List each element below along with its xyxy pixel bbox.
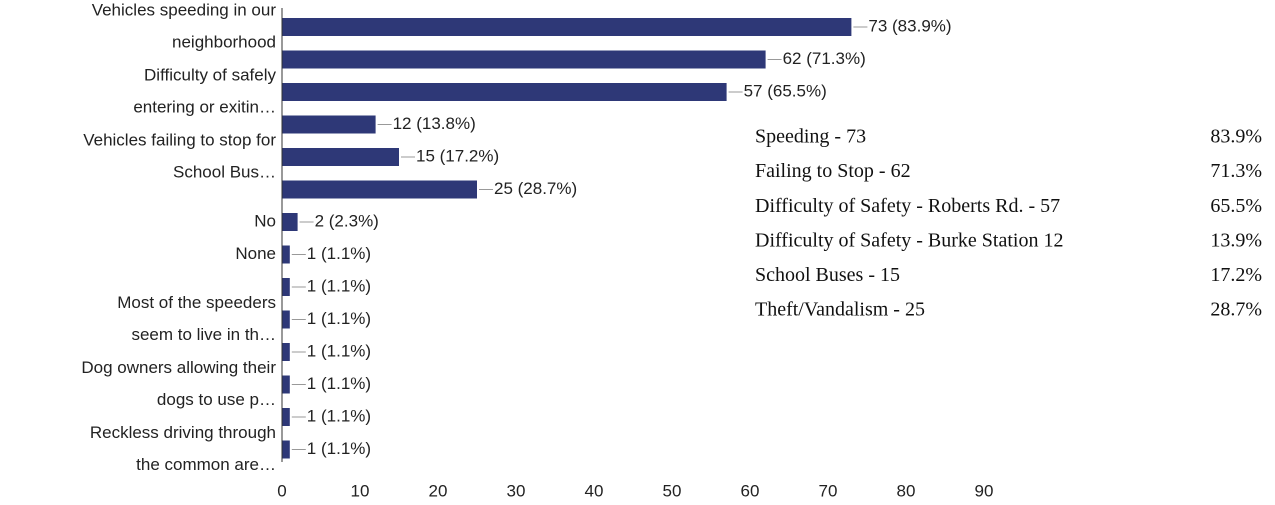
- summary-label: Speeding - 73: [755, 126, 866, 148]
- value-label: 1 (1.1%): [307, 276, 371, 295]
- y-tick-label: Reckless driving through: [90, 423, 276, 442]
- value-label: 25 (28.7%): [494, 179, 577, 198]
- value-label: 62 (71.3%): [783, 49, 866, 68]
- x-tick-label: 20: [429, 481, 448, 500]
- value-label: 12 (13.8%): [393, 114, 476, 133]
- y-tick-label: the common are…: [136, 455, 276, 474]
- value-label: 57 (65.5%): [744, 81, 827, 100]
- x-tick-label: 60: [741, 481, 760, 500]
- value-label: 73 (83.9%): [868, 16, 951, 35]
- summary-percent: 83.9%: [1210, 126, 1262, 148]
- bar: [282, 343, 290, 361]
- bar: [282, 213, 298, 231]
- bar: [282, 18, 852, 36]
- summary-label: School Buses - 15: [755, 264, 900, 286]
- y-tick-label: School Bus…: [173, 162, 276, 181]
- y-tick-label: neighborhood: [172, 32, 276, 51]
- summary-percent: 65.5%: [1210, 195, 1262, 217]
- value-label: 1 (1.1%): [307, 341, 371, 360]
- x-tick-label: 80: [897, 481, 916, 500]
- value-label: 2 (2.3%): [315, 211, 379, 230]
- x-tick-label: 40: [585, 481, 604, 500]
- y-tick-label: Difficulty of safely: [144, 65, 276, 84]
- value-label: 1 (1.1%): [307, 244, 371, 263]
- summary-label: Theft/Vandalism - 25: [755, 299, 925, 321]
- summary-percent: 28.7%: [1210, 299, 1262, 321]
- value-label: 1 (1.1%): [307, 439, 371, 458]
- bar: [282, 440, 290, 459]
- y-tick-label: Dog owners allowing their: [81, 358, 276, 377]
- y-tick-label: entering or exitin…: [133, 97, 276, 116]
- summary-percent: 71.3%: [1210, 160, 1262, 182]
- bar: [282, 115, 376, 134]
- x-tick-label: 70: [819, 481, 838, 500]
- summary-percent: 13.9%: [1210, 229, 1262, 251]
- bar: [282, 148, 399, 166]
- value-label: 1 (1.1%): [307, 309, 371, 328]
- summary-label: Failing to Stop - 62: [755, 160, 911, 182]
- y-tick-label: No: [254, 211, 276, 230]
- y-tick-label: None: [235, 244, 276, 263]
- bar: [282, 50, 766, 69]
- summary-label: Difficulty of Safety - Roberts Rd. - 57: [755, 195, 1060, 217]
- bar: [282, 83, 727, 101]
- y-tick-label: Most of the speeders: [117, 293, 276, 312]
- value-label: 1 (1.1%): [307, 406, 371, 425]
- y-tick-label: seem to live in th…: [131, 325, 276, 344]
- bar: [282, 375, 290, 394]
- value-label: 1 (1.1%): [307, 374, 371, 393]
- summary-label: Difficulty of Safety - Burke Station 12: [755, 229, 1063, 251]
- bar: [282, 278, 290, 296]
- x-tick-label: 0: [277, 481, 286, 500]
- y-tick-label: Vehicles speeding in our: [92, 0, 277, 19]
- x-tick-label: 10: [351, 481, 370, 500]
- bar: [282, 310, 290, 329]
- x-tick-label: 50: [663, 481, 682, 500]
- summary-percent: 17.2%: [1210, 264, 1262, 286]
- x-tick-label: 30: [507, 481, 526, 500]
- bar: [282, 180, 477, 199]
- bar: [282, 245, 290, 264]
- bar: [282, 408, 290, 426]
- x-tick-label: 90: [975, 481, 994, 500]
- value-label: 15 (17.2%): [416, 146, 499, 165]
- y-tick-label: dogs to use p…: [157, 390, 276, 409]
- y-tick-label: Vehicles failing to stop for: [83, 130, 276, 149]
